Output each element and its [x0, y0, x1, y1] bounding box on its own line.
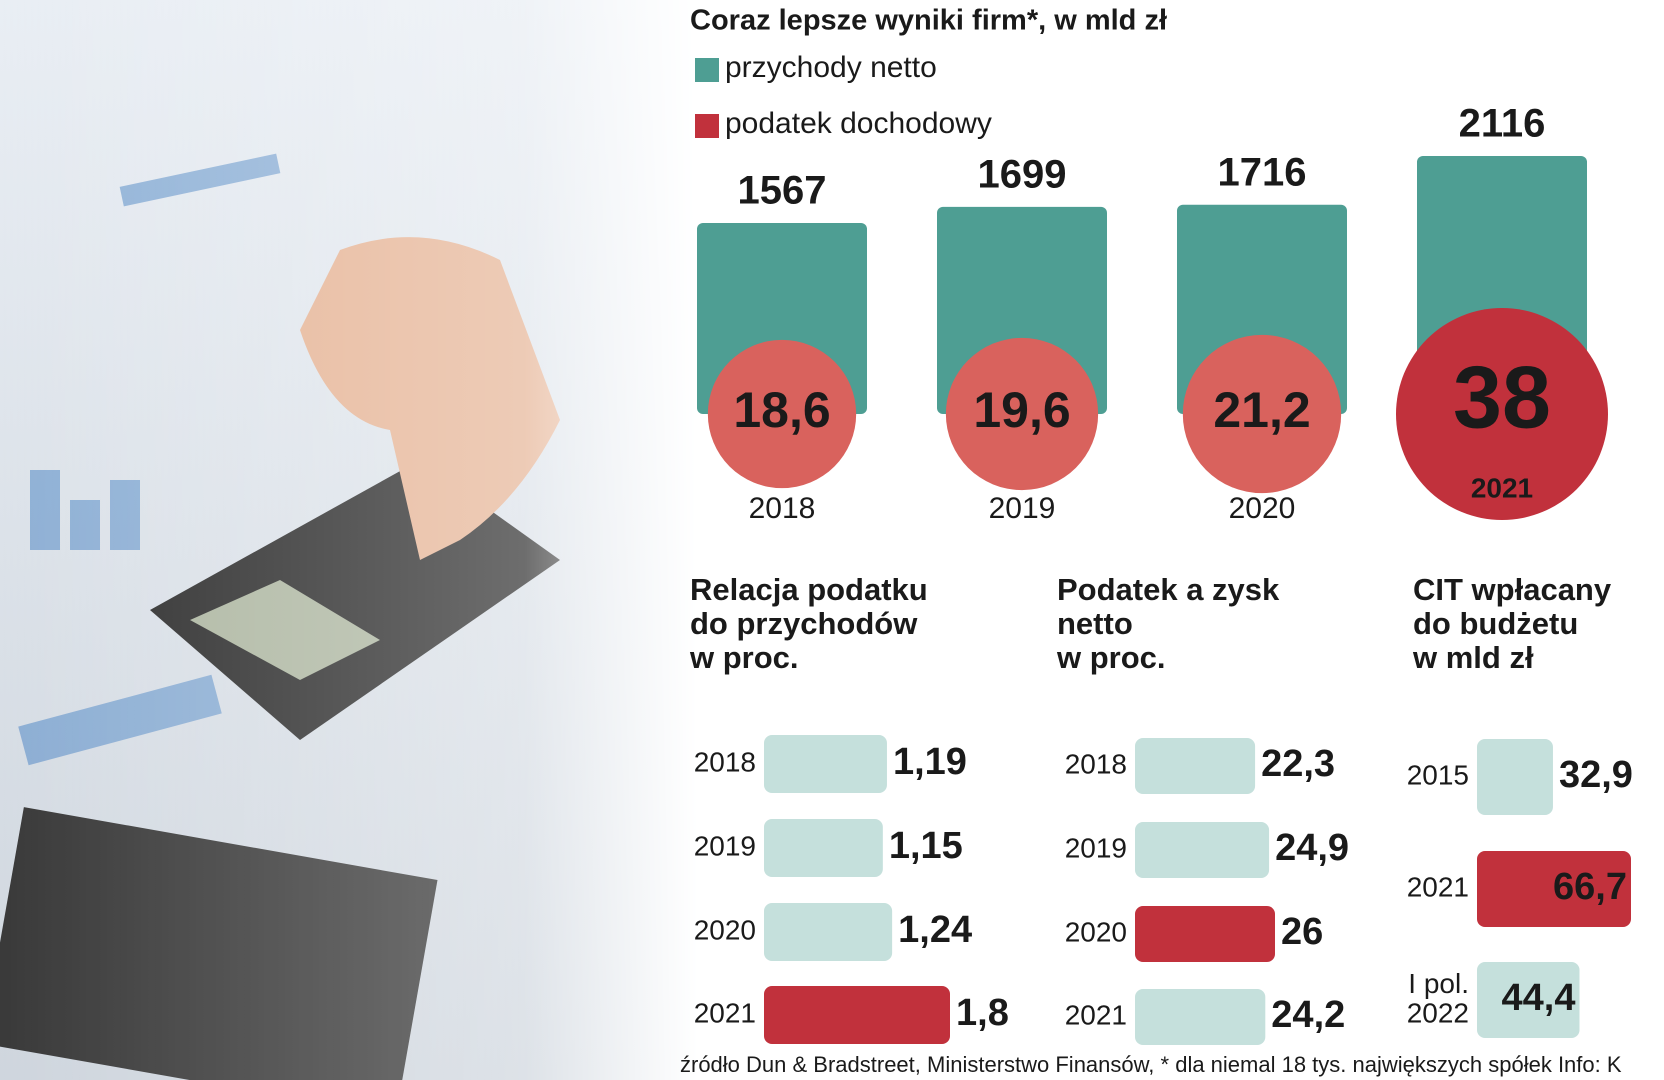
y-category-label: 2019: [1065, 832, 1127, 863]
bubble: [707, 339, 857, 489]
bar: [1135, 738, 1256, 794]
y-category-label: 2021: [1407, 871, 1469, 902]
chart-subtitle: w mld zł: [1412, 640, 1534, 675]
bar-value-label: 22,3: [1261, 743, 1335, 785]
y-category-label: 2015: [1407, 759, 1469, 790]
chart-subtitle: Relacja podatku: [690, 572, 928, 607]
y-category-label: 2018: [694, 746, 756, 777]
bar-value-label: 1699: [978, 152, 1067, 196]
bubble-value-label: 38: [1453, 347, 1551, 446]
bar: [1135, 906, 1275, 962]
bar-value-label: 24,2: [1271, 994, 1345, 1036]
bar-value-label: 1567: [738, 169, 827, 213]
y-category-label: 2021: [1065, 999, 1127, 1030]
source-note: źródło Dun & Bradstreet, Ministerstwo Fi…: [680, 1052, 1622, 1077]
bubble-value-label: 18,6: [733, 382, 830, 438]
bar-value-label: 1,15: [889, 825, 963, 867]
bar-value-label: 1,8: [956, 992, 1009, 1034]
legend-label: przychody netto: [725, 51, 937, 84]
bubble: [945, 337, 1099, 491]
y-category-label: 2019: [694, 830, 756, 861]
bar: [1477, 739, 1553, 815]
chart-subtitle: do przychodów: [690, 606, 918, 641]
bar-value-label: 1716: [1218, 150, 1307, 194]
bar-value-label: 66,7: [1553, 866, 1627, 908]
bar-value-label: 32,9: [1559, 754, 1633, 796]
bar: [1477, 962, 1580, 1038]
bubble-value-label: 21,2: [1213, 382, 1310, 438]
bar: [764, 735, 887, 793]
legend-swatch: [695, 114, 719, 138]
chart-subtitle: CIT wpłacany: [1413, 572, 1612, 607]
chart-subtitle: Podatek a zysk: [1057, 572, 1280, 607]
bar-value-label: 1,24: [898, 909, 972, 951]
x-category-label: 2020: [1229, 492, 1296, 525]
bar: [1477, 851, 1631, 927]
y-category-label: 2018: [1065, 748, 1127, 779]
bar-value-label: 26: [1281, 911, 1323, 953]
bubble: [1396, 308, 1608, 520]
bar-value-label: 24,9: [1275, 827, 1349, 869]
bar: [764, 819, 883, 877]
x-category-label: 2018: [749, 492, 816, 525]
bar-value-label: 1,19: [893, 741, 967, 783]
y-category-label: 2021: [694, 997, 756, 1028]
chart-subtitle: do budżetu: [1413, 606, 1578, 641]
y-category-label: 2020: [1065, 916, 1127, 947]
bar: [1135, 822, 1270, 878]
chart-subtitle: netto: [1057, 606, 1133, 641]
x-category-label: 2019: [989, 492, 1056, 525]
bar: [1135, 989, 1266, 1045]
bar: [764, 986, 950, 1044]
bar-value-label: 2116: [1459, 102, 1546, 146]
bubble-value-label: 19,6: [973, 382, 1070, 438]
bubble: [1182, 334, 1342, 494]
legend-swatch: [695, 58, 719, 82]
y-category-label: I pol. 2022: [1407, 968, 1469, 1028]
chart-subtitle: w proc.: [1056, 640, 1166, 675]
bar-value-label: 44,4: [1502, 977, 1576, 1019]
chart-title: Coraz lepsze wyniki firm*, w mld zł: [690, 5, 1167, 37]
chart-subtitle: w proc.: [689, 640, 799, 675]
x-category-label: 2021: [1471, 472, 1533, 503]
legend-label: podatek dochodowy: [725, 107, 992, 140]
bar: [764, 903, 893, 961]
y-category-label: 2020: [694, 914, 756, 945]
photo: [0, 0, 700, 1080]
